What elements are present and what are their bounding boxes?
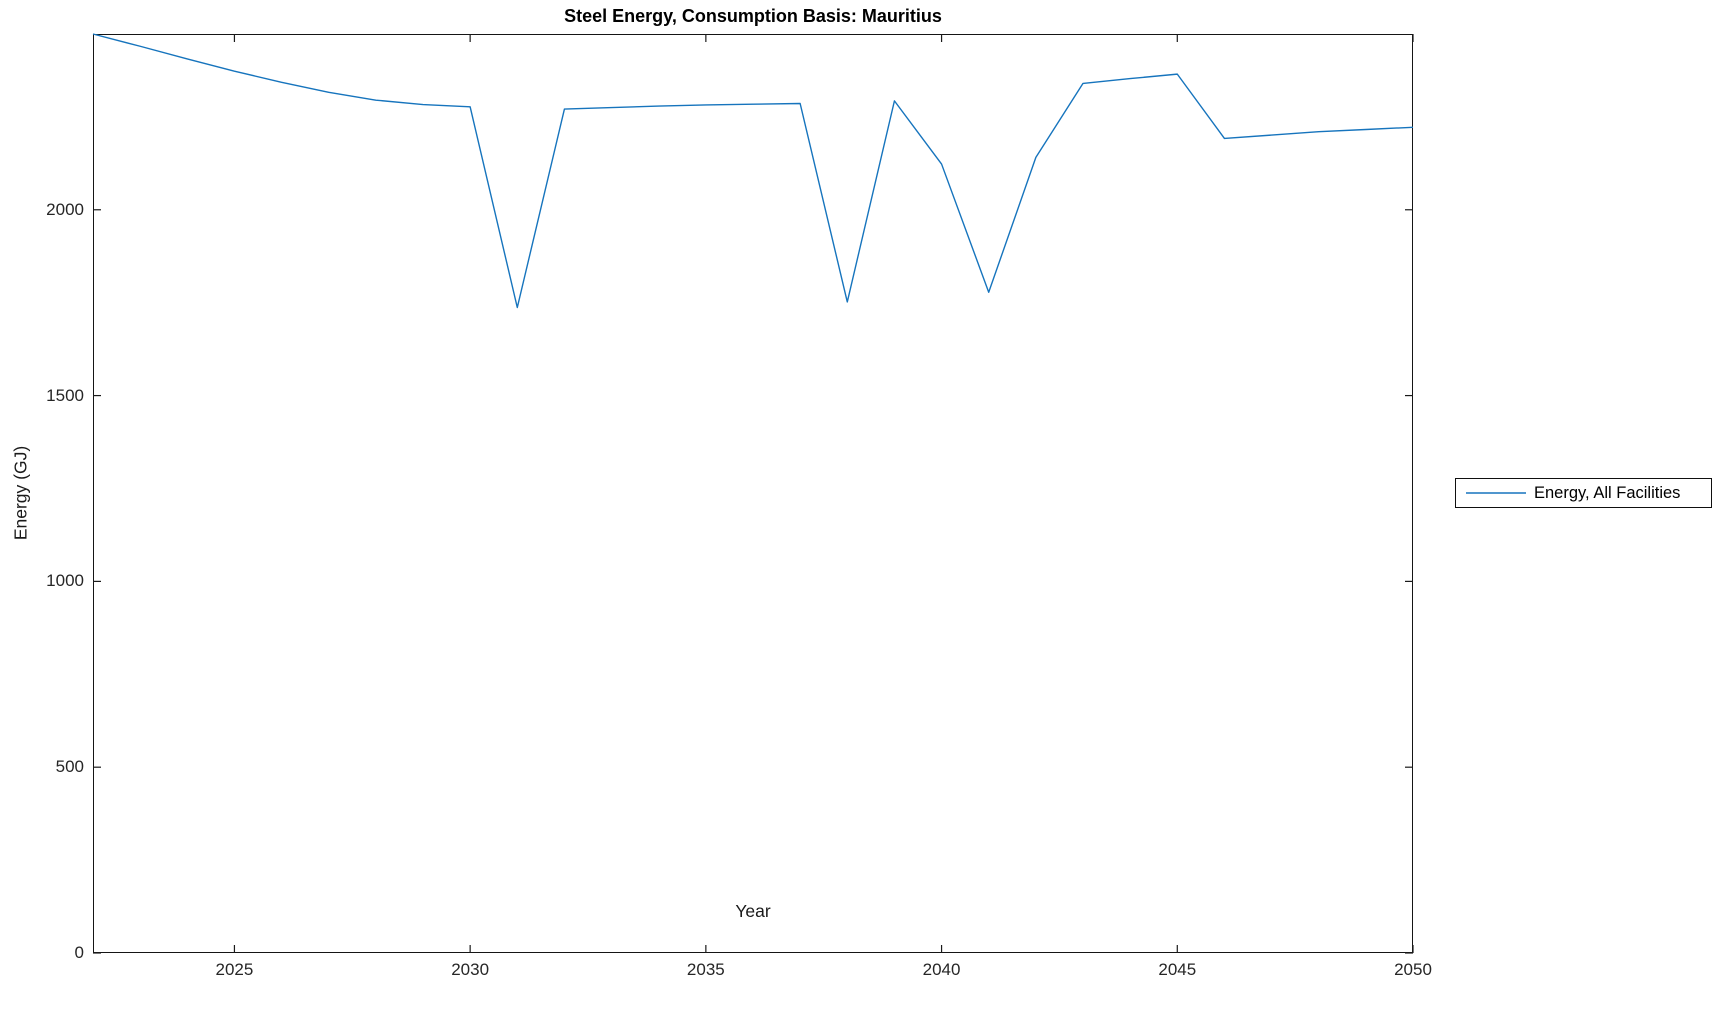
- x-tick-label: 2035: [686, 960, 725, 979]
- x-tick-label: 2030: [451, 960, 490, 979]
- y-tick-label: 0: [74, 943, 84, 962]
- legend-line-sample: [1466, 492, 1526, 494]
- plot-area: [93, 34, 1413, 953]
- x-tick-label: 2040: [922, 960, 961, 979]
- x-axis-label: Year: [735, 901, 771, 921]
- y-tick-label: 500: [55, 757, 84, 777]
- x-tick-label: 2025: [215, 960, 254, 979]
- legend-entry-label: Energy, All Facilities: [1534, 483, 1681, 502]
- y-tick-label: 2000: [46, 199, 84, 219]
- chart-title: Steel Energy, Consumption Basis: Mauriti…: [564, 6, 942, 26]
- y-tick-label: 1000: [46, 571, 84, 591]
- x-tick-label: 2050: [1394, 960, 1432, 979]
- legend: Energy, All Facilities: [1455, 478, 1712, 508]
- y-tick-label: 1500: [46, 385, 84, 405]
- series-line: [92, 33, 1414, 309]
- x-tick-label: 2045: [1158, 960, 1197, 979]
